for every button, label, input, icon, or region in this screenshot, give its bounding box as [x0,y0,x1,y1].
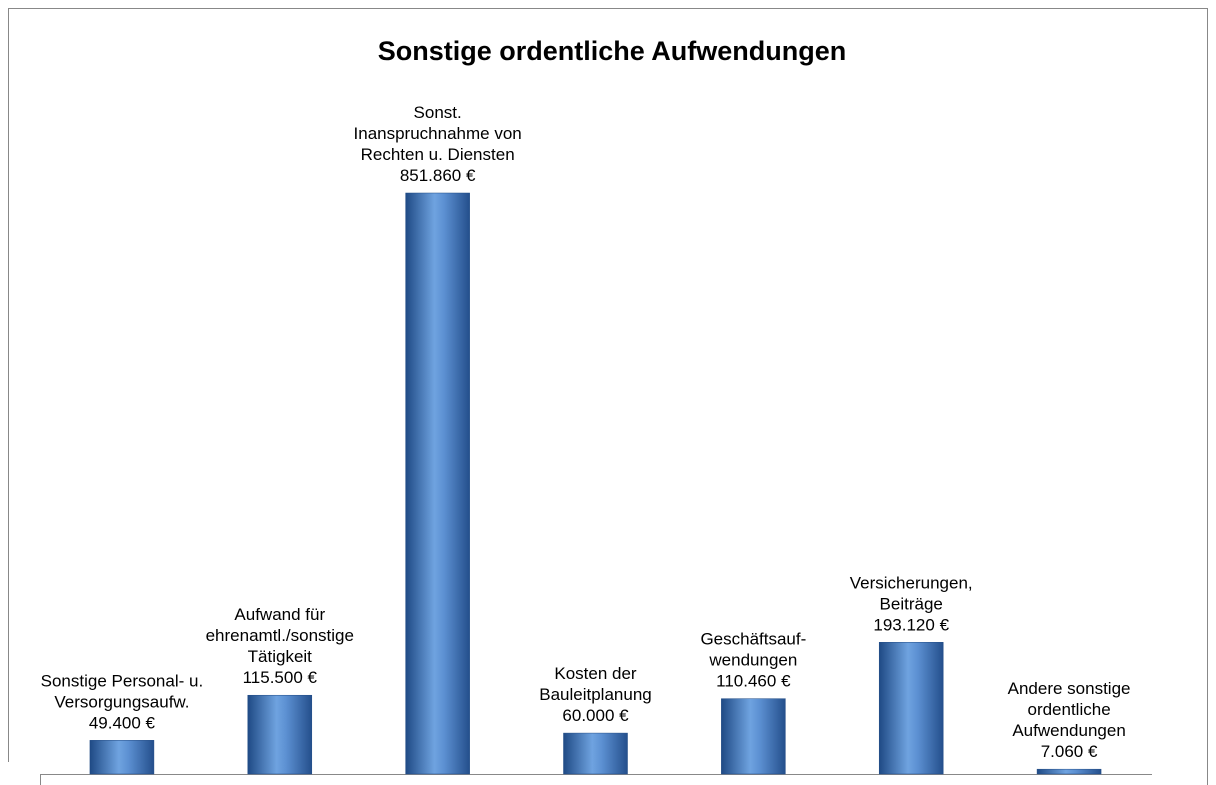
bar [247,694,313,775]
data-label-category: Geschäftsauf- [700,630,806,649]
frame [8,8,1208,785]
data-label-category: ehrenamtl./sonstige [206,626,354,645]
data-label-category: Versorgungsaufw. [54,692,189,711]
bar [89,740,155,775]
data-label-category: Tätigkeit [248,647,313,666]
chart-title: Sonstige ordentliche Aufwendungen [378,36,847,66]
data-label-category: Versicherungen, [850,573,973,592]
bar [563,732,628,775]
data-label-value: 110.460 € [716,672,791,691]
data-label-category: Aufwand für [234,605,325,624]
data-label-category: wendungen [708,651,797,670]
bar [405,192,470,775]
data-label-category: Sonstige Personal- u. [41,671,204,690]
data-label-value: 7.060 € [1041,742,1098,761]
bar [721,698,786,775]
bar [1036,768,1102,775]
data-label-category: Inanspruchnahme von [354,124,522,143]
data-label-value: 49.400 € [89,713,156,732]
data-label-category: Andere sonstige [1008,679,1131,698]
data-label-category: Aufwendungen [1012,721,1125,740]
data-label-value: 115.500 € [243,668,318,687]
data-label-value: 60.000 € [562,706,629,725]
data-label-category: Sonst. [414,103,462,122]
data-label-category: Beiträge [880,594,943,613]
data-label-category: Bauleitplanung [539,685,651,704]
data-label-value: 851.860 € [400,166,476,185]
data-label-category: Rechten u. Diensten [361,145,515,164]
data-label-category: ordentliche [1027,700,1110,719]
bar [878,642,944,775]
data-label-value: 193.120 € [873,615,949,634]
data-label-category: Kosten der [554,664,637,683]
